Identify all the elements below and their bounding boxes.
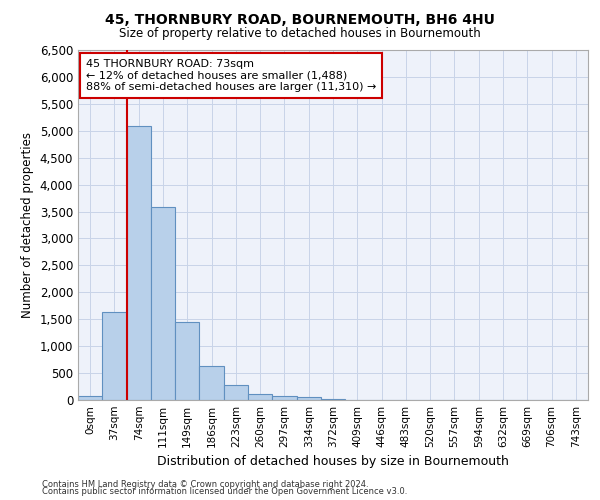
Y-axis label: Number of detached properties: Number of detached properties xyxy=(21,132,34,318)
Bar xyxy=(224,386,248,400)
Bar xyxy=(248,394,272,400)
Bar xyxy=(78,396,102,400)
Bar xyxy=(102,312,127,400)
Bar xyxy=(151,207,175,400)
Text: Contains public sector information licensed under the Open Government Licence v3: Contains public sector information licen… xyxy=(42,487,407,496)
Bar xyxy=(296,398,321,400)
Text: 45 THORNBURY ROAD: 73sqm
← 12% of detached houses are smaller (1,488)
88% of sem: 45 THORNBURY ROAD: 73sqm ← 12% of detach… xyxy=(86,58,376,92)
Text: 45, THORNBURY ROAD, BOURNEMOUTH, BH6 4HU: 45, THORNBURY ROAD, BOURNEMOUTH, BH6 4HU xyxy=(105,12,495,26)
Bar xyxy=(321,399,345,400)
X-axis label: Distribution of detached houses by size in Bournemouth: Distribution of detached houses by size … xyxy=(157,456,509,468)
Bar xyxy=(272,396,296,400)
Text: Contains HM Land Registry data © Crown copyright and database right 2024.: Contains HM Land Registry data © Crown c… xyxy=(42,480,368,489)
Bar xyxy=(127,126,151,400)
Bar xyxy=(199,366,224,400)
Text: Size of property relative to detached houses in Bournemouth: Size of property relative to detached ho… xyxy=(119,28,481,40)
Bar xyxy=(175,322,199,400)
